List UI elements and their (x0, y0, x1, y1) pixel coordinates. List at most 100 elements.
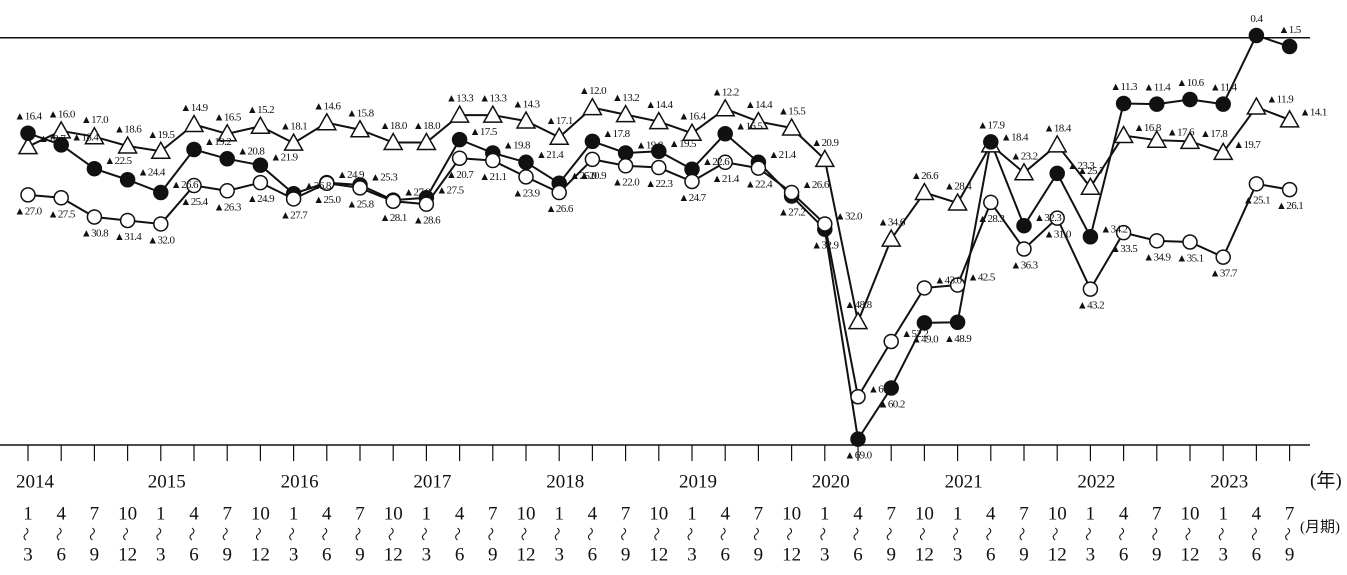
open-circle-marker (584, 151, 601, 168)
value-label: ▲14.6 (313, 100, 341, 112)
value-label: ▲18.1 (280, 121, 307, 133)
period-separator (1251, 527, 1257, 541)
value-label: ▲48.8 (844, 299, 872, 311)
open-circle-marker (983, 194, 999, 211)
period-start: 1 (156, 503, 166, 524)
year-label: 2023 (1210, 471, 1248, 492)
open-circle-marker (750, 160, 767, 176)
value-label: ▲16.4 (678, 111, 706, 123)
period-separator (255, 527, 261, 541)
value-label: ▲34.9 (1143, 251, 1171, 263)
value-label: ▲17.9 (977, 119, 1005, 131)
value-label: ▲32.0 (835, 210, 863, 222)
period-separator (1152, 527, 1158, 541)
triangle-marker (482, 104, 504, 123)
triangle-marker (582, 97, 603, 116)
period-end: 12 (384, 544, 403, 565)
value-label: ▲33.5 (1110, 243, 1138, 255)
period-separator (89, 527, 95, 541)
open-circle-marker (1149, 233, 1165, 249)
period-start: 10 (1181, 503, 1200, 524)
triangle-marker (183, 113, 205, 133)
triangle-marker (1279, 109, 1300, 128)
period-end: 12 (1181, 544, 1200, 565)
filled-circle-marker (584, 133, 601, 150)
value-label: ▲10.6 (1176, 77, 1204, 89)
value-label: ▲24.4 (138, 166, 166, 178)
value-label: ▲43.2 (1077, 300, 1104, 312)
value-label: ▲22.3 (645, 178, 673, 190)
period-separator (123, 527, 129, 541)
period-separator (1218, 527, 1224, 541)
open-circle-marker (86, 209, 103, 225)
period-end: 3 (953, 544, 963, 565)
period-separator (919, 527, 925, 541)
period-start: 4 (853, 503, 863, 524)
year-label: 2019 (679, 471, 717, 492)
period-end: 12 (649, 544, 668, 565)
period-start: 10 (782, 503, 801, 524)
period-end: 9 (1285, 544, 1295, 565)
open-circle-marker (651, 159, 667, 176)
value-label: ▲13.3 (446, 93, 474, 105)
open-circle-marker (717, 154, 733, 171)
period-end: 9 (90, 544, 100, 565)
value-label: ▲18.6 (114, 124, 142, 136)
value-label: ▲11.9 (1266, 94, 1294, 106)
open-circle-marker (285, 191, 302, 207)
triangle-marker (914, 182, 935, 201)
period-separator (189, 527, 195, 541)
period-end: 9 (1019, 544, 1029, 565)
value-label: ▲14.9 (180, 102, 208, 114)
triangle-marker (216, 123, 238, 142)
value-label: ▲17.1 (546, 115, 573, 127)
year-label: 2014 (16, 471, 55, 492)
filled-circle-marker (252, 157, 269, 173)
period-start: 7 (1152, 503, 1162, 524)
triangle-marker (814, 148, 836, 168)
triangle-marker (84, 126, 105, 145)
value-label: ▲26.6 (546, 203, 574, 215)
year-label: 2020 (812, 471, 850, 492)
period-start: 10 (384, 503, 403, 524)
period-end: 6 (1119, 544, 1129, 565)
triangle-marker (349, 119, 371, 138)
value-label: 0.4 (1250, 13, 1263, 25)
open-circle-marker (119, 212, 136, 229)
period-separator (621, 527, 627, 541)
value-label: ▲19.8 (636, 140, 664, 152)
value-label: ▲69.0 (844, 450, 872, 462)
value-label: ▲28.3 (977, 213, 1005, 225)
filled-circle-marker (1215, 96, 1231, 112)
filled-circle-marker (20, 125, 36, 141)
value-label: ▲37.7 (1210, 268, 1238, 280)
period-end: 6 (720, 544, 730, 565)
value-label: ▲20.9 (811, 137, 839, 149)
period-start: 4 (189, 503, 199, 524)
triangle-marker (648, 111, 670, 130)
period-start: 4 (1119, 503, 1129, 524)
period-separator (222, 527, 228, 541)
period-separator (1285, 527, 1291, 541)
period-end: 3 (554, 544, 564, 565)
period-separator (886, 527, 892, 541)
value-label: ▲17.8 (602, 128, 630, 140)
triangle-marker (1246, 96, 1267, 115)
triangle-marker (714, 98, 736, 117)
triangle-marker (117, 135, 138, 154)
value-label: ▲27.2 (778, 207, 805, 219)
period-start: 10 (251, 503, 270, 524)
value-label: ▲61.7 (868, 383, 896, 395)
value-label: ▲60.2 (878, 399, 905, 411)
filled-circle-marker (53, 137, 69, 153)
period-separator (156, 527, 162, 541)
period-start: 7 (355, 503, 365, 524)
value-label: ▲21.4 (768, 149, 796, 161)
triangle-marker (1046, 134, 1068, 153)
filled-circle-marker (1049, 165, 1065, 182)
open-circle-marker (252, 174, 269, 191)
value-label: ▲18.0 (413, 120, 441, 132)
value-label: ▲34.6 (878, 217, 906, 229)
filled-circle-marker (1082, 229, 1099, 245)
period-start: 1 (1218, 503, 1228, 524)
